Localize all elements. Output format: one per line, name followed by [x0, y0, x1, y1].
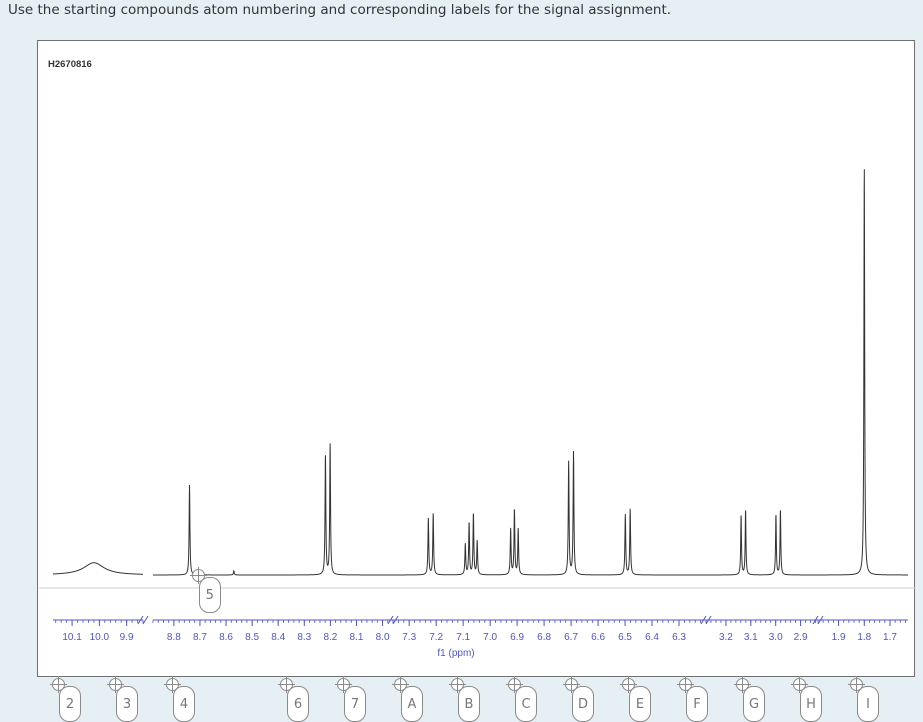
- label-chip-text: 3: [122, 696, 132, 712]
- label-chip-f[interactable]: F: [686, 686, 708, 722]
- crosshair-handle-icon[interactable]: [734, 676, 751, 693]
- axis-break-mark: [812, 615, 819, 625]
- x-tick-label: 7.2: [429, 632, 443, 643]
- x-tick-label: 8.8: [167, 632, 181, 643]
- label-chip-text: C: [521, 696, 531, 712]
- label-chip-b[interactable]: B: [458, 686, 480, 722]
- x-tick-label: 7.3: [402, 632, 416, 643]
- label-chip-e[interactable]: E: [629, 686, 651, 722]
- x-tick-label: 3.0: [769, 632, 783, 643]
- spectrum-panel: H2670816 10.1 10.0 9.9 8.8 8.7 8.6 8.5 8.4 8.3 8.…: [37, 40, 915, 677]
- crosshair-handle-icon[interactable]: [677, 676, 694, 693]
- x-tick-label: 8.1: [350, 632, 364, 643]
- x-tick-label: 6.5: [618, 632, 632, 643]
- x-tick-label: 3.2: [719, 632, 733, 643]
- crosshair-handle-icon[interactable]: [107, 676, 124, 693]
- x-tick-label: 8.0: [376, 632, 390, 643]
- crosshair-handle-icon[interactable]: [848, 676, 865, 693]
- label-chip-7[interactable]: 7: [344, 686, 366, 722]
- crosshair-handle-icon[interactable]: [620, 676, 637, 693]
- axis-break-mark: [700, 615, 707, 625]
- spectrum-segment: [53, 562, 144, 575]
- label-chip-text: I: [866, 696, 870, 712]
- label-chip-text: 2: [65, 696, 75, 712]
- nmr-spectrum-chart: H2670816 10.1 10.0 9.9 8.8 8.7 8.6 8.5 8.4 8.3 8.…: [39, 59, 915, 659]
- axis-break-mark: [387, 615, 394, 625]
- label-chip-text: A: [407, 696, 417, 712]
- x-tick-label: 9.9: [120, 632, 134, 643]
- label-chip-text: F: [693, 696, 701, 712]
- label-chip-text: B: [464, 696, 474, 712]
- crosshair-handle-icon[interactable]: [189, 567, 207, 584]
- x-tick-label: 1.7: [883, 632, 897, 643]
- label-chip-text: 4: [179, 696, 189, 712]
- label-chip-5[interactable]: 5: [198, 577, 221, 613]
- label-chip-c[interactable]: C: [515, 686, 537, 722]
- label-chip-i[interactable]: I: [857, 686, 879, 722]
- label-chip-h[interactable]: H: [800, 686, 822, 722]
- x-tick-label: 10.1: [62, 632, 82, 643]
- x-axis-label: f1 (ppm): [437, 648, 474, 659]
- x-tick-label: 3.1: [744, 632, 758, 643]
- x-tick-label: 8.6: [219, 632, 233, 643]
- x-axis: 10.1 10.0 9.9 8.8 8.7 8.6 8.5 8.4 8.3 8.2 8.1 8.0 7.…: [53, 615, 908, 643]
- label-chip-text: H: [806, 696, 816, 712]
- x-tick-label: 1.8: [857, 632, 871, 643]
- label-chip-3[interactable]: 3: [116, 686, 138, 722]
- label-chip-4[interactable]: 4: [173, 686, 195, 722]
- label-chip-a[interactable]: A: [401, 686, 423, 722]
- x-tick-label: 6.4: [645, 632, 659, 643]
- chart-title: H2670816: [48, 59, 92, 70]
- x-tick-label: 8.2: [323, 632, 337, 643]
- x-tick-label: 8.5: [245, 632, 259, 643]
- x-tick-label: 6.6: [591, 632, 605, 643]
- label-chip-text: 7: [350, 696, 360, 712]
- x-tick-label: 7.0: [483, 632, 497, 643]
- x-tick-label: 1.9: [832, 632, 846, 643]
- axis-break-mark: [142, 615, 149, 625]
- label-chip-text: G: [748, 696, 760, 712]
- spectrum-segment: [393, 450, 706, 576]
- label-chip-d[interactable]: D: [572, 686, 594, 722]
- crosshair-handle-icon[interactable]: [506, 676, 523, 693]
- x-tick-label: 2.9: [794, 632, 808, 643]
- axis-break-mark: [137, 615, 144, 625]
- x-tick-label: 8.3: [297, 632, 311, 643]
- x-tick-label: 10.0: [90, 632, 110, 643]
- spectrum-segment: [153, 443, 393, 576]
- label-chip-text: 5: [205, 587, 214, 603]
- x-tick-label: 8.7: [193, 632, 207, 643]
- label-chip-2[interactable]: 2: [59, 686, 81, 722]
- label-chip-text: D: [577, 696, 588, 712]
- crosshair-handle-icon[interactable]: [164, 676, 181, 693]
- x-tick-label: 6.8: [537, 632, 551, 643]
- axis-break-mark: [392, 615, 399, 625]
- x-tick-label: 7.1: [456, 632, 470, 643]
- crosshair-handle-icon[interactable]: [392, 676, 409, 693]
- crosshair-handle-icon[interactable]: [791, 676, 808, 693]
- label-chip-text: E: [635, 696, 645, 712]
- label-chip-g[interactable]: G: [743, 686, 765, 722]
- spectrum-trace: [53, 169, 908, 576]
- x-tick-label: 8.4: [271, 632, 285, 643]
- x-tick-label: 6.7: [564, 632, 578, 643]
- axis-break-mark: [817, 615, 824, 625]
- crosshair-handle-icon[interactable]: [278, 676, 295, 693]
- spectrum-segment: [818, 169, 908, 576]
- spectrum-segment: [706, 510, 818, 576]
- axis-break-mark: [705, 615, 712, 625]
- crosshair-handle-icon[interactable]: [50, 676, 67, 693]
- crosshair-handle-icon[interactable]: [563, 676, 580, 693]
- label-chip-text: 6: [293, 696, 303, 712]
- x-tick-label: 6.3: [672, 632, 686, 643]
- label-chip-6[interactable]: 6: [287, 686, 309, 722]
- x-tick-label: 6.9: [510, 632, 524, 643]
- crosshair-handle-icon[interactable]: [449, 676, 466, 693]
- crosshair-handle-icon[interactable]: [335, 676, 352, 693]
- instruction-text: Use the starting compounds atom numberin…: [8, 2, 672, 18]
